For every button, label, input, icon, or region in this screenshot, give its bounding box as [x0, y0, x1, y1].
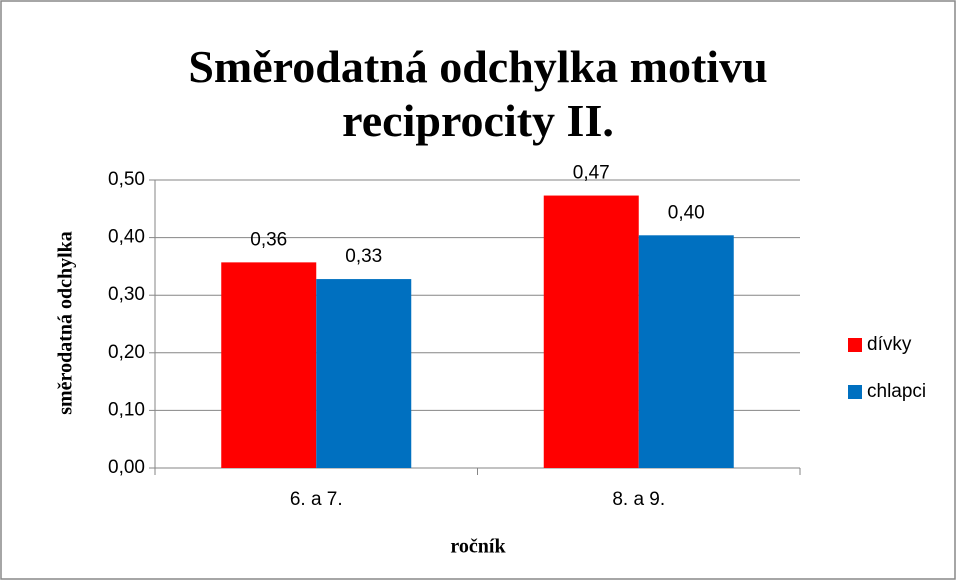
bar — [316, 279, 412, 468]
legend-label: dívky — [867, 334, 912, 355]
legend-label: chlapci — [867, 381, 926, 402]
y-tick-label: 0,30 — [108, 284, 145, 305]
x-tick-label: 8. a 9. — [612, 489, 665, 510]
legend-swatch — [848, 385, 862, 399]
y-tick-label: 0,20 — [108, 342, 145, 363]
y-tick-label: 0,10 — [108, 399, 145, 420]
bar — [543, 195, 639, 468]
legend-swatch — [848, 338, 862, 352]
y-tick-label: 0,50 — [108, 169, 145, 190]
y-tick-label: 0,00 — [108, 457, 145, 478]
y-axis-label: směrodatná odchylka — [55, 231, 77, 415]
bar — [221, 262, 317, 468]
chart-title: Směrodatná odchylka motivu reciprocity I… — [188, 41, 768, 146]
value-label: 0,47 — [573, 163, 610, 184]
x-tick-label: 6. a 7. — [290, 489, 343, 510]
value-label: 0,33 — [345, 246, 382, 267]
x-axis-label: ročník — [450, 536, 506, 558]
value-label: 0,36 — [250, 229, 287, 250]
y-tick-label: 0,40 — [108, 227, 145, 248]
bar — [638, 235, 734, 468]
value-label: 0,40 — [668, 202, 705, 223]
